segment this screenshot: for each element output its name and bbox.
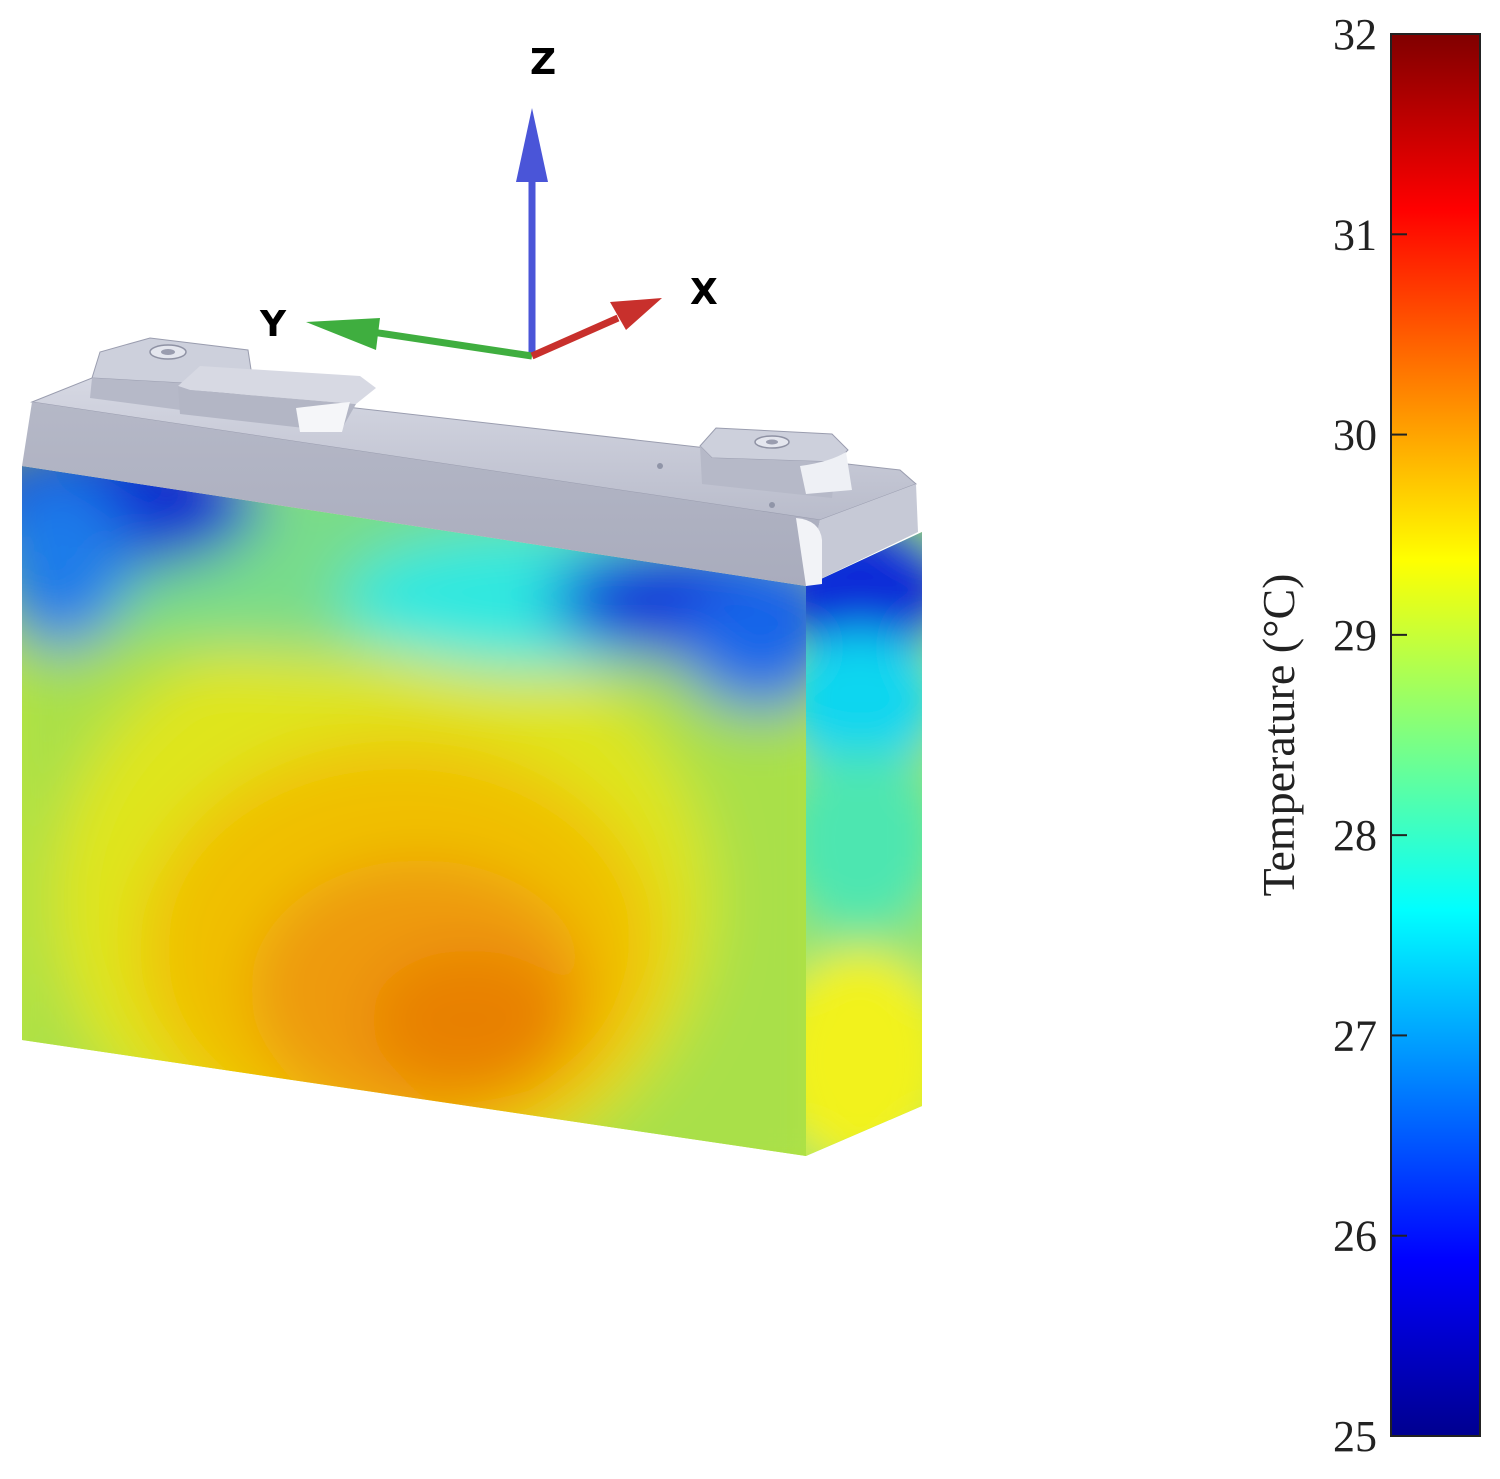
z-axis-label: Z [530,42,556,83]
colorbar-tick-label: 27 [1333,1011,1377,1060]
battery-cap [22,337,918,586]
z-axis-arrow [516,108,548,356]
y-axis-arrow [306,318,533,360]
colorbar-tick-label: 31 [1333,210,1377,259]
battery-front-face [22,466,806,1156]
colorbar-title: Temperature (°C) [1253,574,1304,897]
colorbar-tick-label: 26 [1333,1212,1377,1261]
colorbar-bar [1390,33,1481,1437]
colorbar-ticks: 25 26 27 28 29 30 31 32 [1333,10,1407,1461]
colorbar: 25 26 27 28 29 30 31 32 Temperature (°C) [1253,10,1481,1461]
colorbar-tick-label: 30 [1333,411,1377,460]
colorbar-tick-label: 32 [1333,10,1377,59]
x-axis-arrow [530,298,662,360]
colorbar-tick-label: 28 [1333,811,1377,860]
y-axis-label: Y [259,304,287,345]
coordinate-triad: Z Y X [259,42,718,360]
x-axis-label: X [690,272,718,313]
colorbar-tick-label: 25 [1333,1412,1377,1461]
colorbar-tick-label: 29 [1333,611,1377,660]
battery-side-face [806,532,922,1156]
